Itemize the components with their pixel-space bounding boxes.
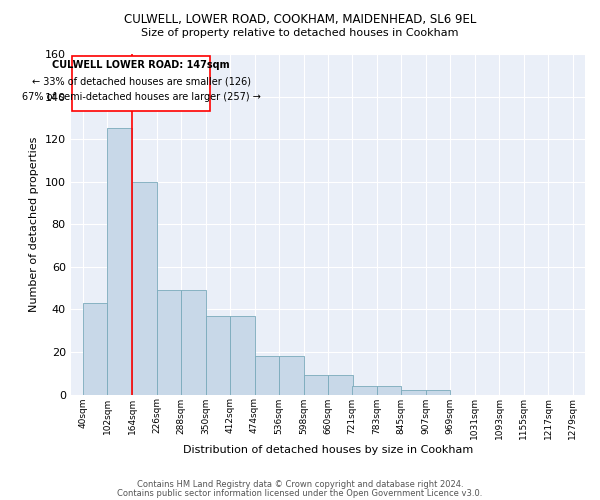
Bar — [352, 386, 377, 394]
X-axis label: Distribution of detached houses by size in Cookham: Distribution of detached houses by size … — [183, 445, 473, 455]
Bar — [304, 376, 328, 394]
Bar — [401, 390, 425, 394]
Text: ← 33% of detached houses are smaller (126): ← 33% of detached houses are smaller (12… — [32, 76, 251, 86]
Bar — [132, 182, 157, 394]
Text: Size of property relative to detached houses in Cookham: Size of property relative to detached ho… — [141, 28, 459, 38]
Bar — [83, 303, 107, 394]
Bar — [230, 316, 254, 394]
Bar — [377, 386, 401, 394]
Y-axis label: Number of detached properties: Number of detached properties — [29, 136, 39, 312]
Bar — [279, 356, 304, 395]
Text: CULWELL LOWER ROAD: 147sqm: CULWELL LOWER ROAD: 147sqm — [52, 60, 230, 70]
Bar — [328, 376, 353, 394]
FancyBboxPatch shape — [72, 56, 211, 112]
Bar — [157, 290, 181, 395]
Text: 67% of semi-detached houses are larger (257) →: 67% of semi-detached houses are larger (… — [22, 92, 260, 102]
Bar — [254, 356, 279, 395]
Bar — [181, 290, 206, 395]
Text: CULWELL, LOWER ROAD, COOKHAM, MAIDENHEAD, SL6 9EL: CULWELL, LOWER ROAD, COOKHAM, MAIDENHEAD… — [124, 12, 476, 26]
Bar — [425, 390, 450, 394]
Bar — [206, 316, 230, 394]
Bar — [107, 128, 132, 394]
Text: Contains HM Land Registry data © Crown copyright and database right 2024.: Contains HM Land Registry data © Crown c… — [137, 480, 463, 489]
Text: Contains public sector information licensed under the Open Government Licence v3: Contains public sector information licen… — [118, 488, 482, 498]
